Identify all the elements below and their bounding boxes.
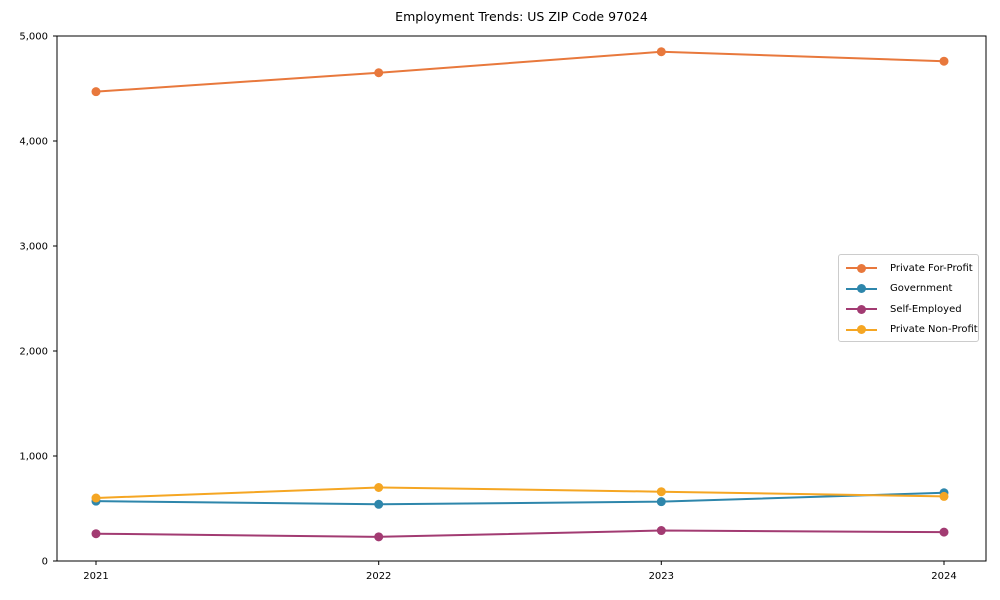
- data-point-government-2023: [656, 497, 666, 507]
- legend-label: Private Non-Profit: [890, 324, 978, 336]
- data-point-self-employed-2024: [939, 527, 949, 537]
- legend-item-self-employed: Self-Employed: [839, 299, 978, 320]
- data-point-private-non-profit-2022: [374, 483, 384, 492]
- legend-label: Government: [890, 283, 953, 295]
- x-axis-tick-label: 2024: [931, 571, 956, 582]
- data-point-self-employed-2022: [374, 532, 384, 542]
- y-axis-tick-label: 2,000: [19, 347, 48, 358]
- series-line-private-non-profit: [95, 486, 945, 499]
- legend-marker-icon: [846, 284, 877, 294]
- legend-marker-icon: [846, 263, 877, 273]
- x-axis-tick-label: 2022: [366, 571, 391, 582]
- legend-marker-icon: [846, 304, 877, 314]
- data-point-private-non-profit-2021: [91, 493, 101, 503]
- y-axis-tick-label: 5,000: [19, 32, 48, 43]
- data-point-government-2022: [374, 499, 384, 509]
- data-point-private-for-profit-2023: [656, 47, 666, 57]
- legend-marker-icon: [846, 325, 877, 335]
- legend-item-private-non-profit: Private Non-Profit: [839, 320, 978, 341]
- data-point-private-for-profit-2021: [91, 87, 101, 97]
- data-point-private-for-profit-2022: [374, 68, 384, 78]
- data-point-private-for-profit-2024: [939, 56, 949, 66]
- x-axis-tick-label: 2021: [83, 571, 108, 582]
- legend-label: Self-Employed: [890, 303, 962, 315]
- y-axis-tick-label: 3,000: [19, 242, 48, 253]
- series-line-government: [95, 491, 945, 506]
- plot-border: [56, 35, 987, 562]
- y-axis-tick-label: 4,000: [19, 137, 48, 148]
- data-point-self-employed-2023: [656, 526, 666, 536]
- legend-item-government: Government: [839, 279, 978, 300]
- legend-item-private-for-profit: Private For-Profit: [839, 258, 978, 279]
- data-point-self-employed-2021: [91, 529, 101, 539]
- data-point-private-non-profit-2024: [939, 491, 949, 501]
- legend: Private For-Profit Government Self-Employe…: [838, 254, 979, 342]
- chart-title: Employment Trends: US ZIP Code 97024: [395, 9, 648, 24]
- y-axis-tick-label: 1,000: [19, 452, 48, 463]
- series-line-self-employed: [95, 529, 945, 538]
- x-axis-tick-label: 2023: [649, 571, 674, 582]
- series-line-private-for-profit: [95, 50, 945, 93]
- data-point-private-non-profit-2023: [656, 487, 666, 497]
- legend-label: Private For-Profit: [890, 262, 973, 274]
- y-axis-tick-label: 0: [42, 557, 48, 568]
